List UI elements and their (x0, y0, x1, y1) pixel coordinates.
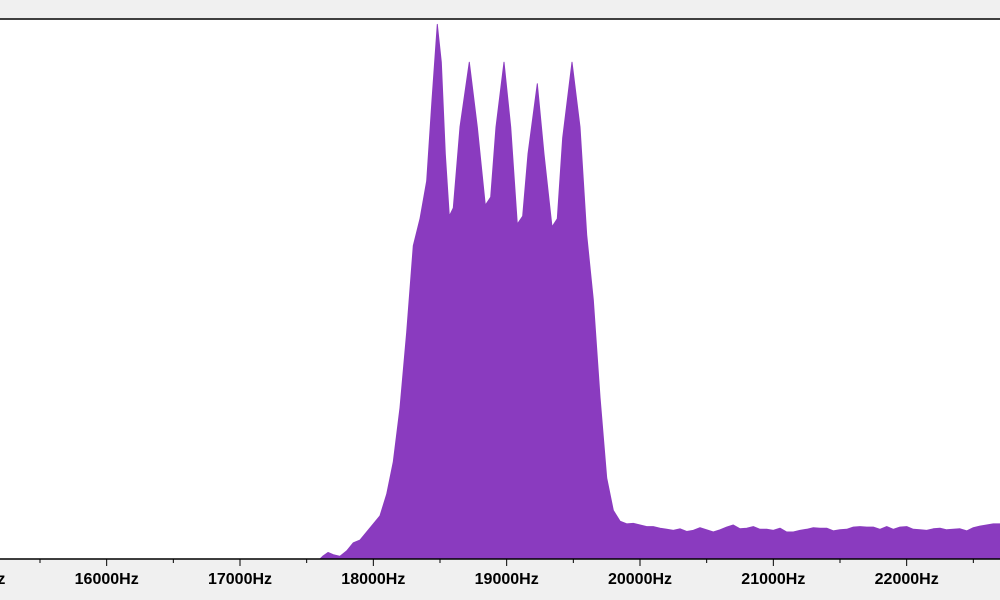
x-tick-label: 21000Hz (741, 571, 805, 588)
x-axis-ticks: 15000Hz 16000Hz 17000Hz 18000Hz 19000Hz 20000… (0, 559, 974, 588)
x-tick-label: 18000Hz (341, 571, 405, 588)
x-tick-label: 22000Hz (875, 571, 939, 588)
x-tick-label: 20000Hz (608, 571, 672, 588)
x-tick-label: 16000Hz (75, 571, 139, 588)
x-tick-label: 19000Hz (475, 571, 539, 588)
spectrum-area (319, 23, 1000, 560)
x-tick-label: 15000Hz (0, 571, 5, 588)
x-tick-label: 17000Hz (208, 571, 272, 588)
